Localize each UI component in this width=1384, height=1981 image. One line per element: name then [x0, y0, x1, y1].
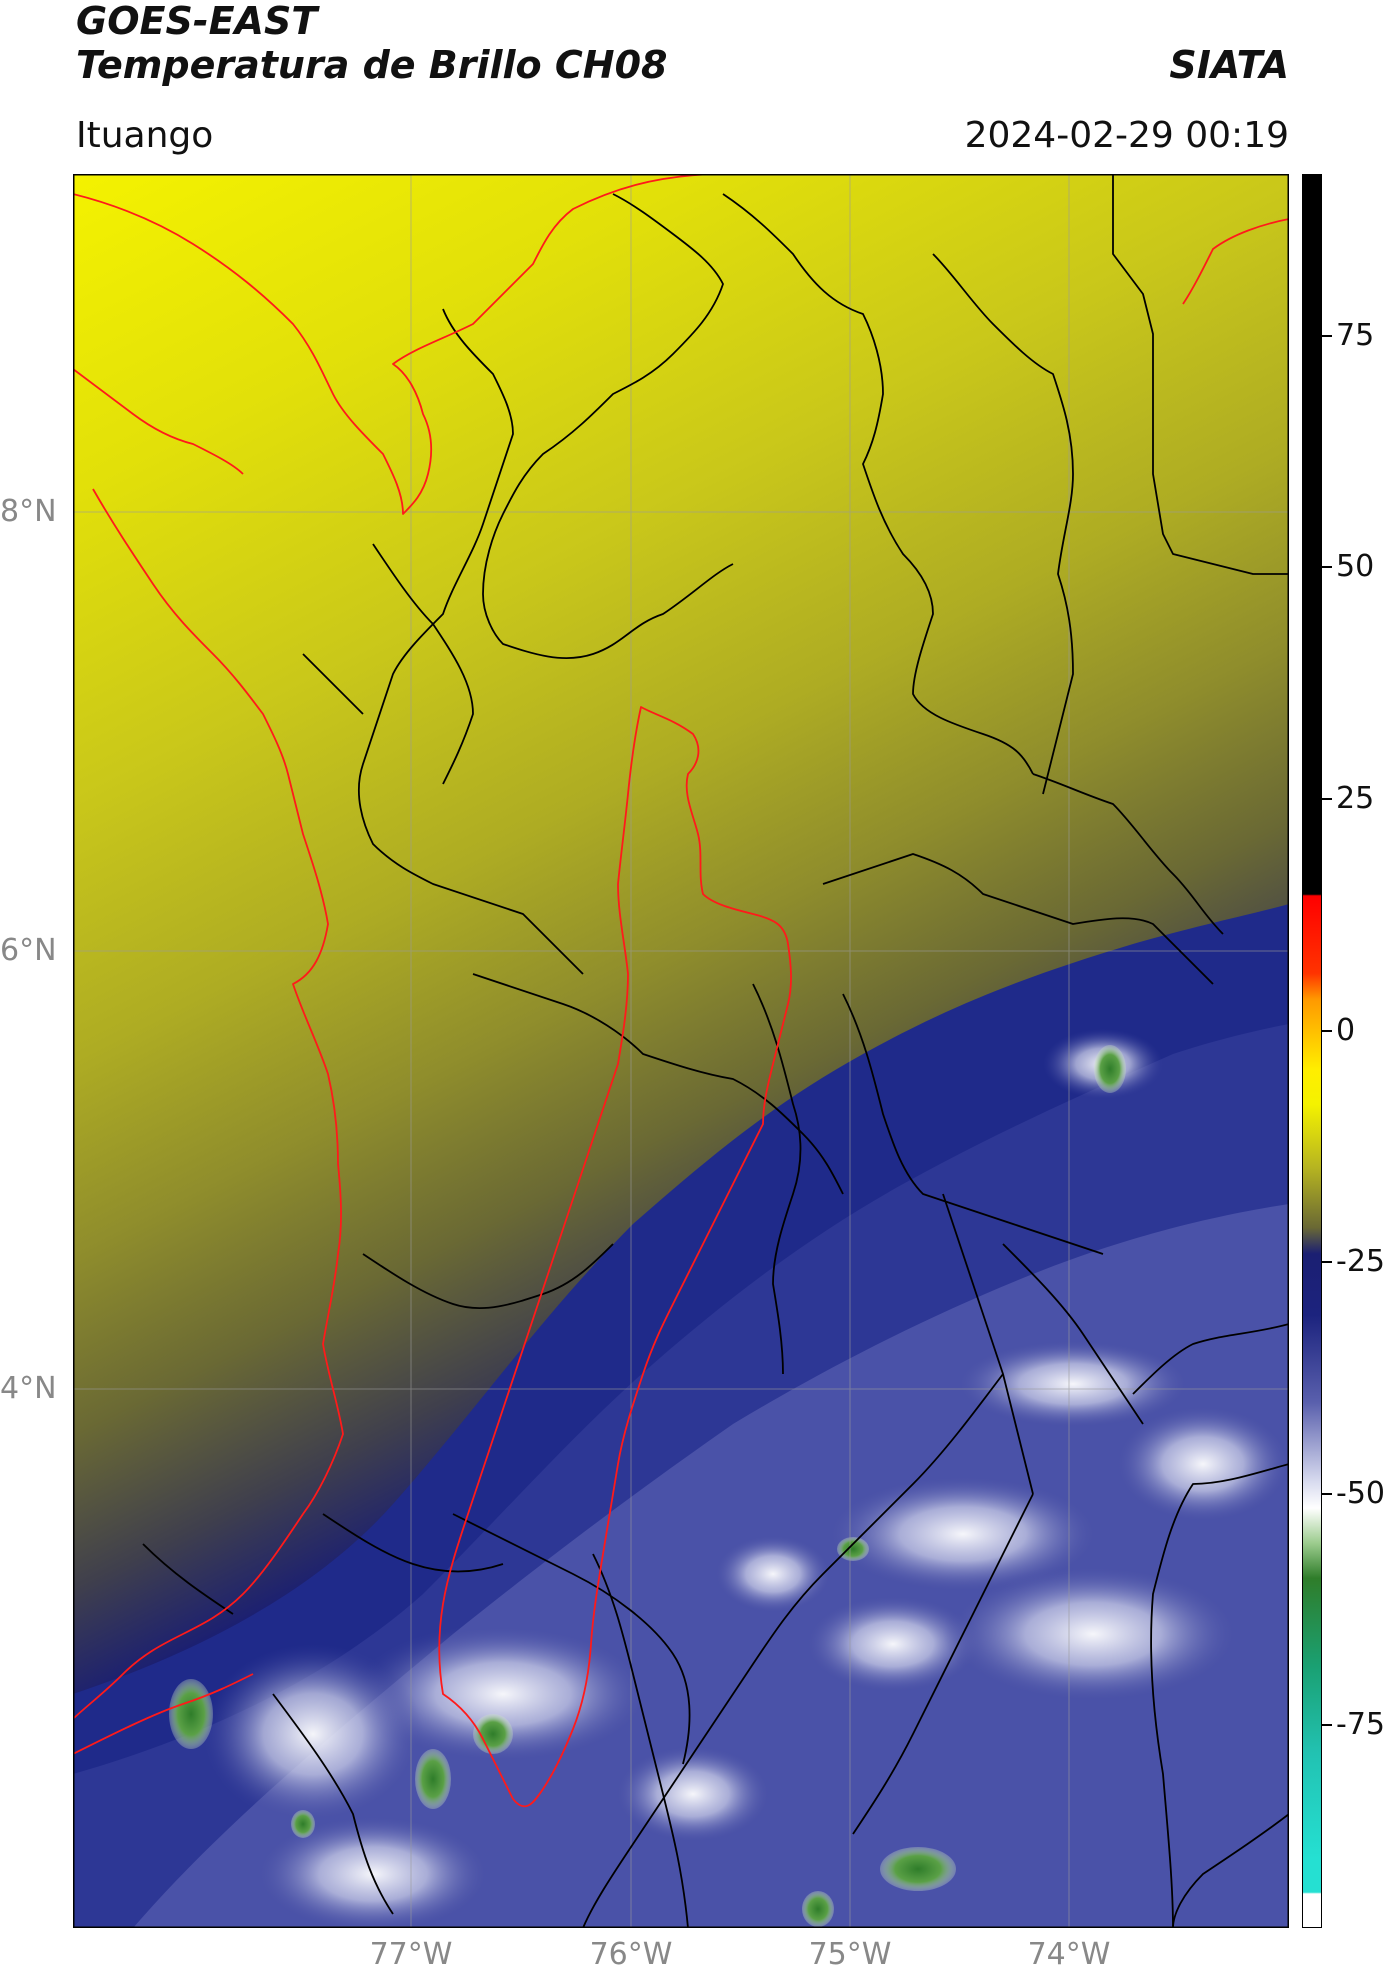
cold-core	[1094, 1045, 1126, 1093]
lon-tick-75w: 75°W	[808, 1937, 892, 1972]
colorbar-label-minus50: -50	[1336, 1476, 1384, 1511]
colorbar-tick	[1322, 566, 1332, 568]
cloud-top	[613, 1744, 773, 1844]
cold-core	[802, 1891, 834, 1927]
cold-core	[880, 1847, 956, 1891]
cold-core	[415, 1749, 451, 1809]
colorbar-tick	[1322, 798, 1332, 800]
brightness-temperature-map	[73, 174, 1289, 1928]
colorbar-label-25: 25	[1336, 781, 1375, 816]
datetime-label: 2024-02-29 00:19	[964, 115, 1289, 156]
colorbar-tick	[1322, 335, 1332, 337]
colorbar-gradient	[1303, 175, 1321, 1927]
location-label: Ituango	[76, 115, 214, 156]
title-satellite: GOES-EAST	[76, 0, 318, 43]
lat-tick-8n: 8°N	[0, 494, 57, 529]
cold-core	[291, 1810, 315, 1838]
colorbar	[1302, 174, 1322, 1928]
colorbar-tick	[1322, 1030, 1332, 1032]
lat-tick-6n: 6°N	[0, 933, 57, 968]
coast-and-basin-outline	[73, 174, 1289, 1808]
cold-core	[473, 1714, 513, 1754]
colorbar-label-0: 0	[1336, 1013, 1356, 1048]
gridlines	[73, 174, 1289, 1928]
cloud-top	[943, 1564, 1243, 1704]
lon-tick-77w: 77°W	[369, 1937, 453, 1972]
cold-core	[837, 1537, 869, 1561]
cloud-top	[253, 1814, 493, 1928]
lat-tick-4n: 4°N	[0, 1371, 57, 1406]
lon-tick-76w: 76°W	[589, 1937, 673, 1972]
colorbar-label-75: 75	[1336, 318, 1375, 353]
basin-outline	[438, 706, 792, 1808]
colorbar-label-minus75: -75	[1336, 1707, 1384, 1742]
lon-tick-74w: 74°W	[1027, 1937, 1111, 1972]
cold-core	[169, 1679, 213, 1749]
department-borders	[142, 174, 1289, 1928]
cloud-top	[713, 1534, 833, 1614]
title-product: Temperatura de Brillo CH08	[76, 43, 668, 87]
cloud-top	[803, 1594, 983, 1694]
cloud-top	[1113, 1404, 1289, 1524]
cloud-top	[353, 1624, 653, 1764]
colorbar-tick	[1322, 1493, 1332, 1495]
cloud-top	[953, 1339, 1193, 1429]
cloud-top	[203, 1644, 423, 1824]
organization-label: SIATA	[1169, 43, 1289, 87]
colorbar-tick	[1322, 1261, 1332, 1263]
colorbar-label-50: 50	[1336, 549, 1375, 584]
colorbar-tick	[1322, 1724, 1332, 1726]
colorbar-label-minus25: -25	[1336, 1244, 1384, 1279]
map-frame	[73, 174, 1289, 1928]
